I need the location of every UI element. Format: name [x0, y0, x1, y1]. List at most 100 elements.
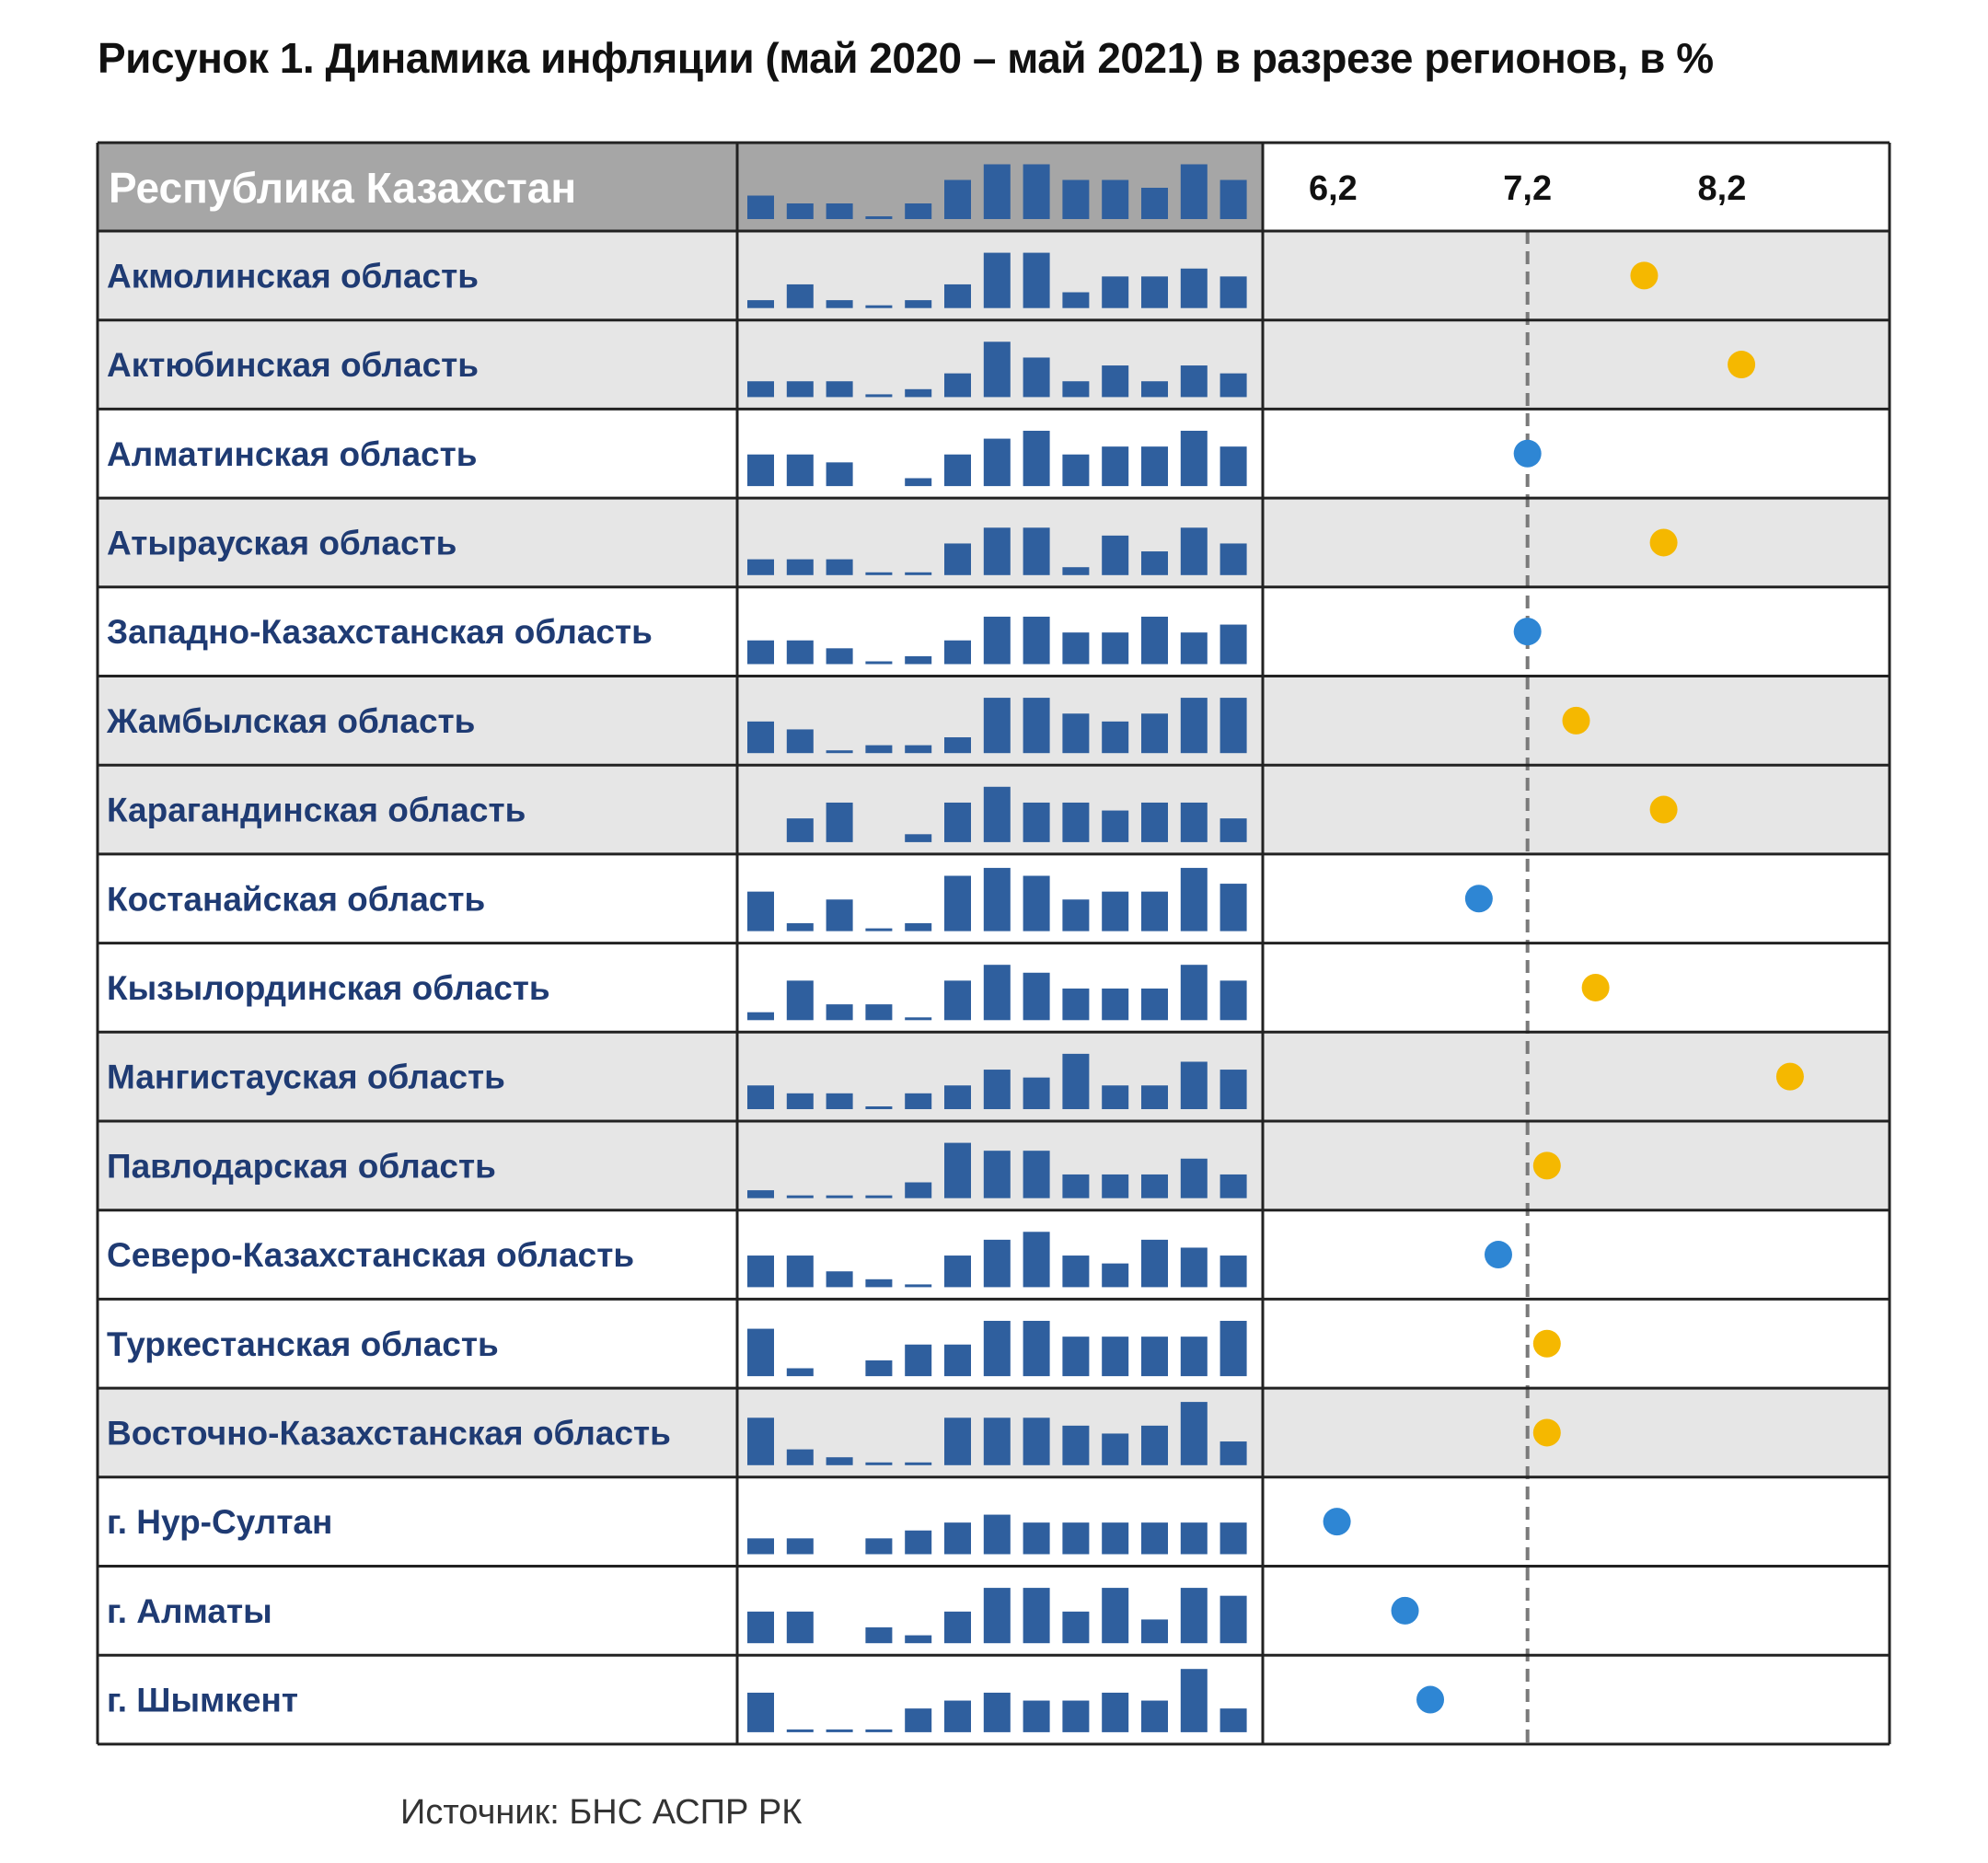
sparkline-bar	[983, 1320, 1011, 1377]
sparkline-bar	[1180, 1522, 1208, 1555]
sparkline-bar	[865, 1360, 893, 1377]
sparkline-bar	[905, 1462, 932, 1465]
sparkline-bar	[983, 1070, 1011, 1109]
region-label: Туркестанская область	[107, 1325, 499, 1363]
table-row: Жамбылская область	[98, 676, 1890, 766]
table-row: Западно-Казахстанская область	[98, 586, 1890, 677]
sparkline-bar	[865, 216, 893, 219]
sparkline-bar	[944, 802, 971, 842]
region-sparkline	[747, 1232, 1247, 1288]
sparkline-bar	[1219, 1320, 1247, 1377]
sparkline-bar	[747, 1190, 774, 1198]
sparkline-bar	[747, 640, 774, 665]
sparkline-bar	[1023, 1418, 1050, 1465]
table-row: г. Нур-Султан	[98, 1476, 1890, 1567]
sparkline-bar	[865, 745, 893, 754]
sparkline-bar	[786, 640, 814, 665]
inflation-dot	[1323, 1508, 1351, 1536]
sparkline-bar	[747, 381, 774, 398]
sparkline-bar	[826, 1729, 853, 1732]
sparkline-bar	[1023, 875, 1050, 932]
sparkline-bar	[983, 698, 1011, 754]
sparkline-bar	[1141, 551, 1168, 575]
sparkline-bar	[1180, 164, 1208, 219]
inflation-dot	[1513, 439, 1542, 468]
sparkline-bar	[1141, 802, 1168, 842]
region-sparkline	[747, 1402, 1247, 1465]
sparkline-bar	[826, 559, 853, 575]
sparkline-bar	[826, 300, 853, 308]
sparkline-bar	[1023, 527, 1050, 575]
sparkline-bar	[865, 1279, 893, 1288]
sparkline-bar	[1102, 721, 1129, 754]
sparkline-bar	[983, 786, 1011, 842]
sparkline-bar	[983, 438, 1011, 487]
sparkline-bar	[786, 923, 814, 932]
region-label: Акмолинская область	[107, 257, 479, 295]
sparkline-bar	[1102, 276, 1129, 308]
sparkline-bar	[1102, 1588, 1129, 1644]
sparkline-bar	[1180, 802, 1208, 842]
sparkline-bar	[826, 802, 853, 842]
inflation-dot	[1532, 1418, 1561, 1447]
sparkline-bar	[905, 655, 932, 665]
region-sparkline	[747, 1142, 1247, 1198]
sparkline-bar	[1219, 1070, 1247, 1109]
region-label: Северо-Казахстанская область	[107, 1236, 634, 1274]
sparkline-bar	[1219, 1256, 1247, 1288]
sparkline-bar	[1141, 446, 1168, 487]
sparkline-bar	[1180, 1402, 1208, 1465]
region-sparkline	[747, 341, 1247, 398]
sparkline-bar	[786, 454, 814, 487]
sparkline-bar	[1062, 179, 1090, 219]
sparkline-bar	[1102, 535, 1129, 575]
region-label: Мангистауская область	[107, 1059, 505, 1096]
sparkline-bar	[747, 1611, 774, 1644]
region-sparkline	[747, 867, 1247, 932]
sparkline-bar	[786, 980, 814, 1021]
sparkline-bar	[747, 891, 774, 932]
sparkline-bar	[1023, 357, 1050, 398]
sparkline-bar	[1180, 430, 1208, 487]
table-row: Акмолинская область	[98, 231, 1890, 320]
inflation-dot	[1532, 1151, 1561, 1180]
region-sparkline	[747, 1669, 1247, 1732]
sparkline-bar	[747, 1418, 774, 1465]
region-sparkline	[747, 698, 1247, 754]
sparkline-bar	[1023, 252, 1050, 308]
sparkline-bar	[826, 1093, 853, 1109]
sparkline-bar	[1219, 1441, 1247, 1465]
sparkline-bar	[944, 179, 971, 219]
inflation-dot	[1649, 795, 1678, 824]
sparkline-bar	[865, 1538, 893, 1555]
sparkline-bar	[1102, 179, 1129, 219]
sparkline-bar	[944, 1085, 971, 1109]
sparkline-bar	[1180, 1158, 1208, 1198]
region-label: Костанайская область	[107, 880, 485, 918]
sparkline-bar	[1141, 1522, 1168, 1555]
sparkline-bar	[1023, 616, 1050, 665]
table-grid	[96, 141, 1891, 1746]
sparkline-bar	[905, 745, 932, 754]
sparkline-bar	[905, 1284, 932, 1288]
table-row: Восточно-Казахстанская область	[98, 1388, 1890, 1477]
sparkline-bar	[1062, 1611, 1090, 1644]
sparkline-bar	[1141, 1700, 1168, 1732]
sparkline-bar	[1219, 1595, 1247, 1644]
sparkline-bar	[1023, 1700, 1050, 1732]
region-sparkline	[747, 252, 1247, 308]
sparkline-bar	[1219, 980, 1247, 1021]
sparkline-bar	[905, 1708, 932, 1732]
sparkline-bar	[1219, 1174, 1247, 1198]
sparkline-bar	[1219, 373, 1247, 398]
sparkline-bar	[865, 1729, 893, 1732]
sparkline-bar	[865, 305, 893, 308]
sparkline-bar	[1180, 527, 1208, 575]
header-sparkline	[747, 164, 1247, 219]
sparkline-bar	[1062, 454, 1090, 487]
sparkline-bar	[983, 1514, 1011, 1555]
sparkline-bar	[1141, 1619, 1168, 1644]
sparkline-bar	[865, 1004, 893, 1021]
region-sparkline	[747, 1320, 1247, 1377]
sparkline-bar	[983, 1151, 1011, 1198]
